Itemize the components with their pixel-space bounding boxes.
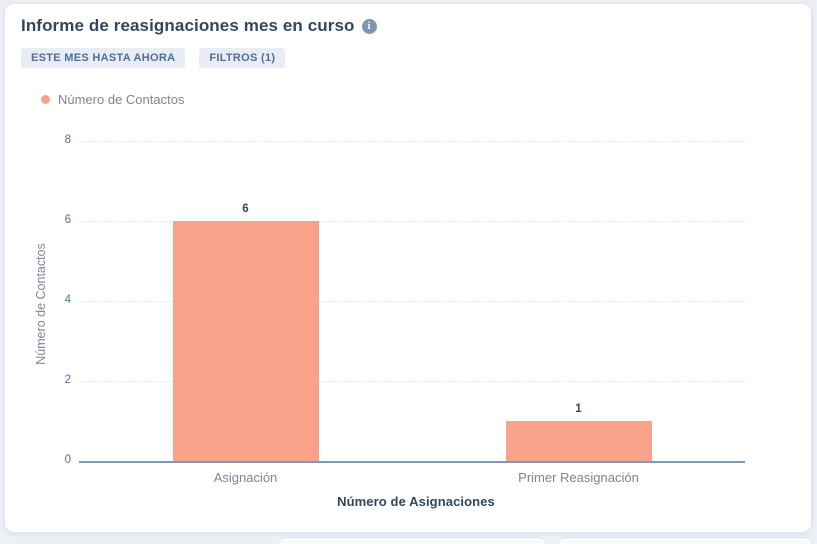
y-tick-label: 0 (64, 454, 71, 466)
x-axis-title: Número de Asignaciones (337, 494, 495, 509)
x-axis-baseline (79, 461, 745, 463)
info-icon[interactable]: i (361, 18, 377, 34)
y-tick-label: 6 (64, 214, 71, 226)
bar-1[interactable] (172, 221, 319, 461)
x-category-label: Asignación (213, 470, 278, 485)
gridline (79, 301, 745, 302)
gridline (79, 221, 745, 222)
bar-2[interactable] (505, 421, 652, 461)
badge-row: ESTE MES HASTA AHORA FILTROS (1) (21, 48, 286, 68)
legend-label: Número de Contactos (58, 92, 185, 107)
x-category-label: Primer Reasignación (518, 470, 639, 485)
y-tick-label: 4 (64, 294, 71, 306)
legend-swatch-icon (41, 95, 50, 104)
bar-value-label: 6 (242, 203, 249, 215)
badge-date-range[interactable]: ESTE MES HASTA AHORA (21, 48, 186, 68)
report-title: Informe de reasignaciones mes en curso i (21, 16, 377, 36)
next-row-card (558, 537, 812, 544)
legend-item[interactable]: Número de Contactos (41, 92, 184, 107)
report-card: Informe de reasignaciones mes en curso i… (4, 3, 812, 533)
y-tick-label: 2 (64, 374, 71, 386)
next-row-card (278, 537, 546, 544)
badge-filters[interactable]: FILTROS (1) (199, 48, 286, 68)
y-tick-label: 8 (64, 134, 71, 146)
report-title-text: Informe de reasignaciones mes en curso (21, 16, 355, 35)
bar-value-label: 1 (575, 403, 582, 415)
gridline (79, 141, 745, 142)
gridline (79, 381, 745, 382)
